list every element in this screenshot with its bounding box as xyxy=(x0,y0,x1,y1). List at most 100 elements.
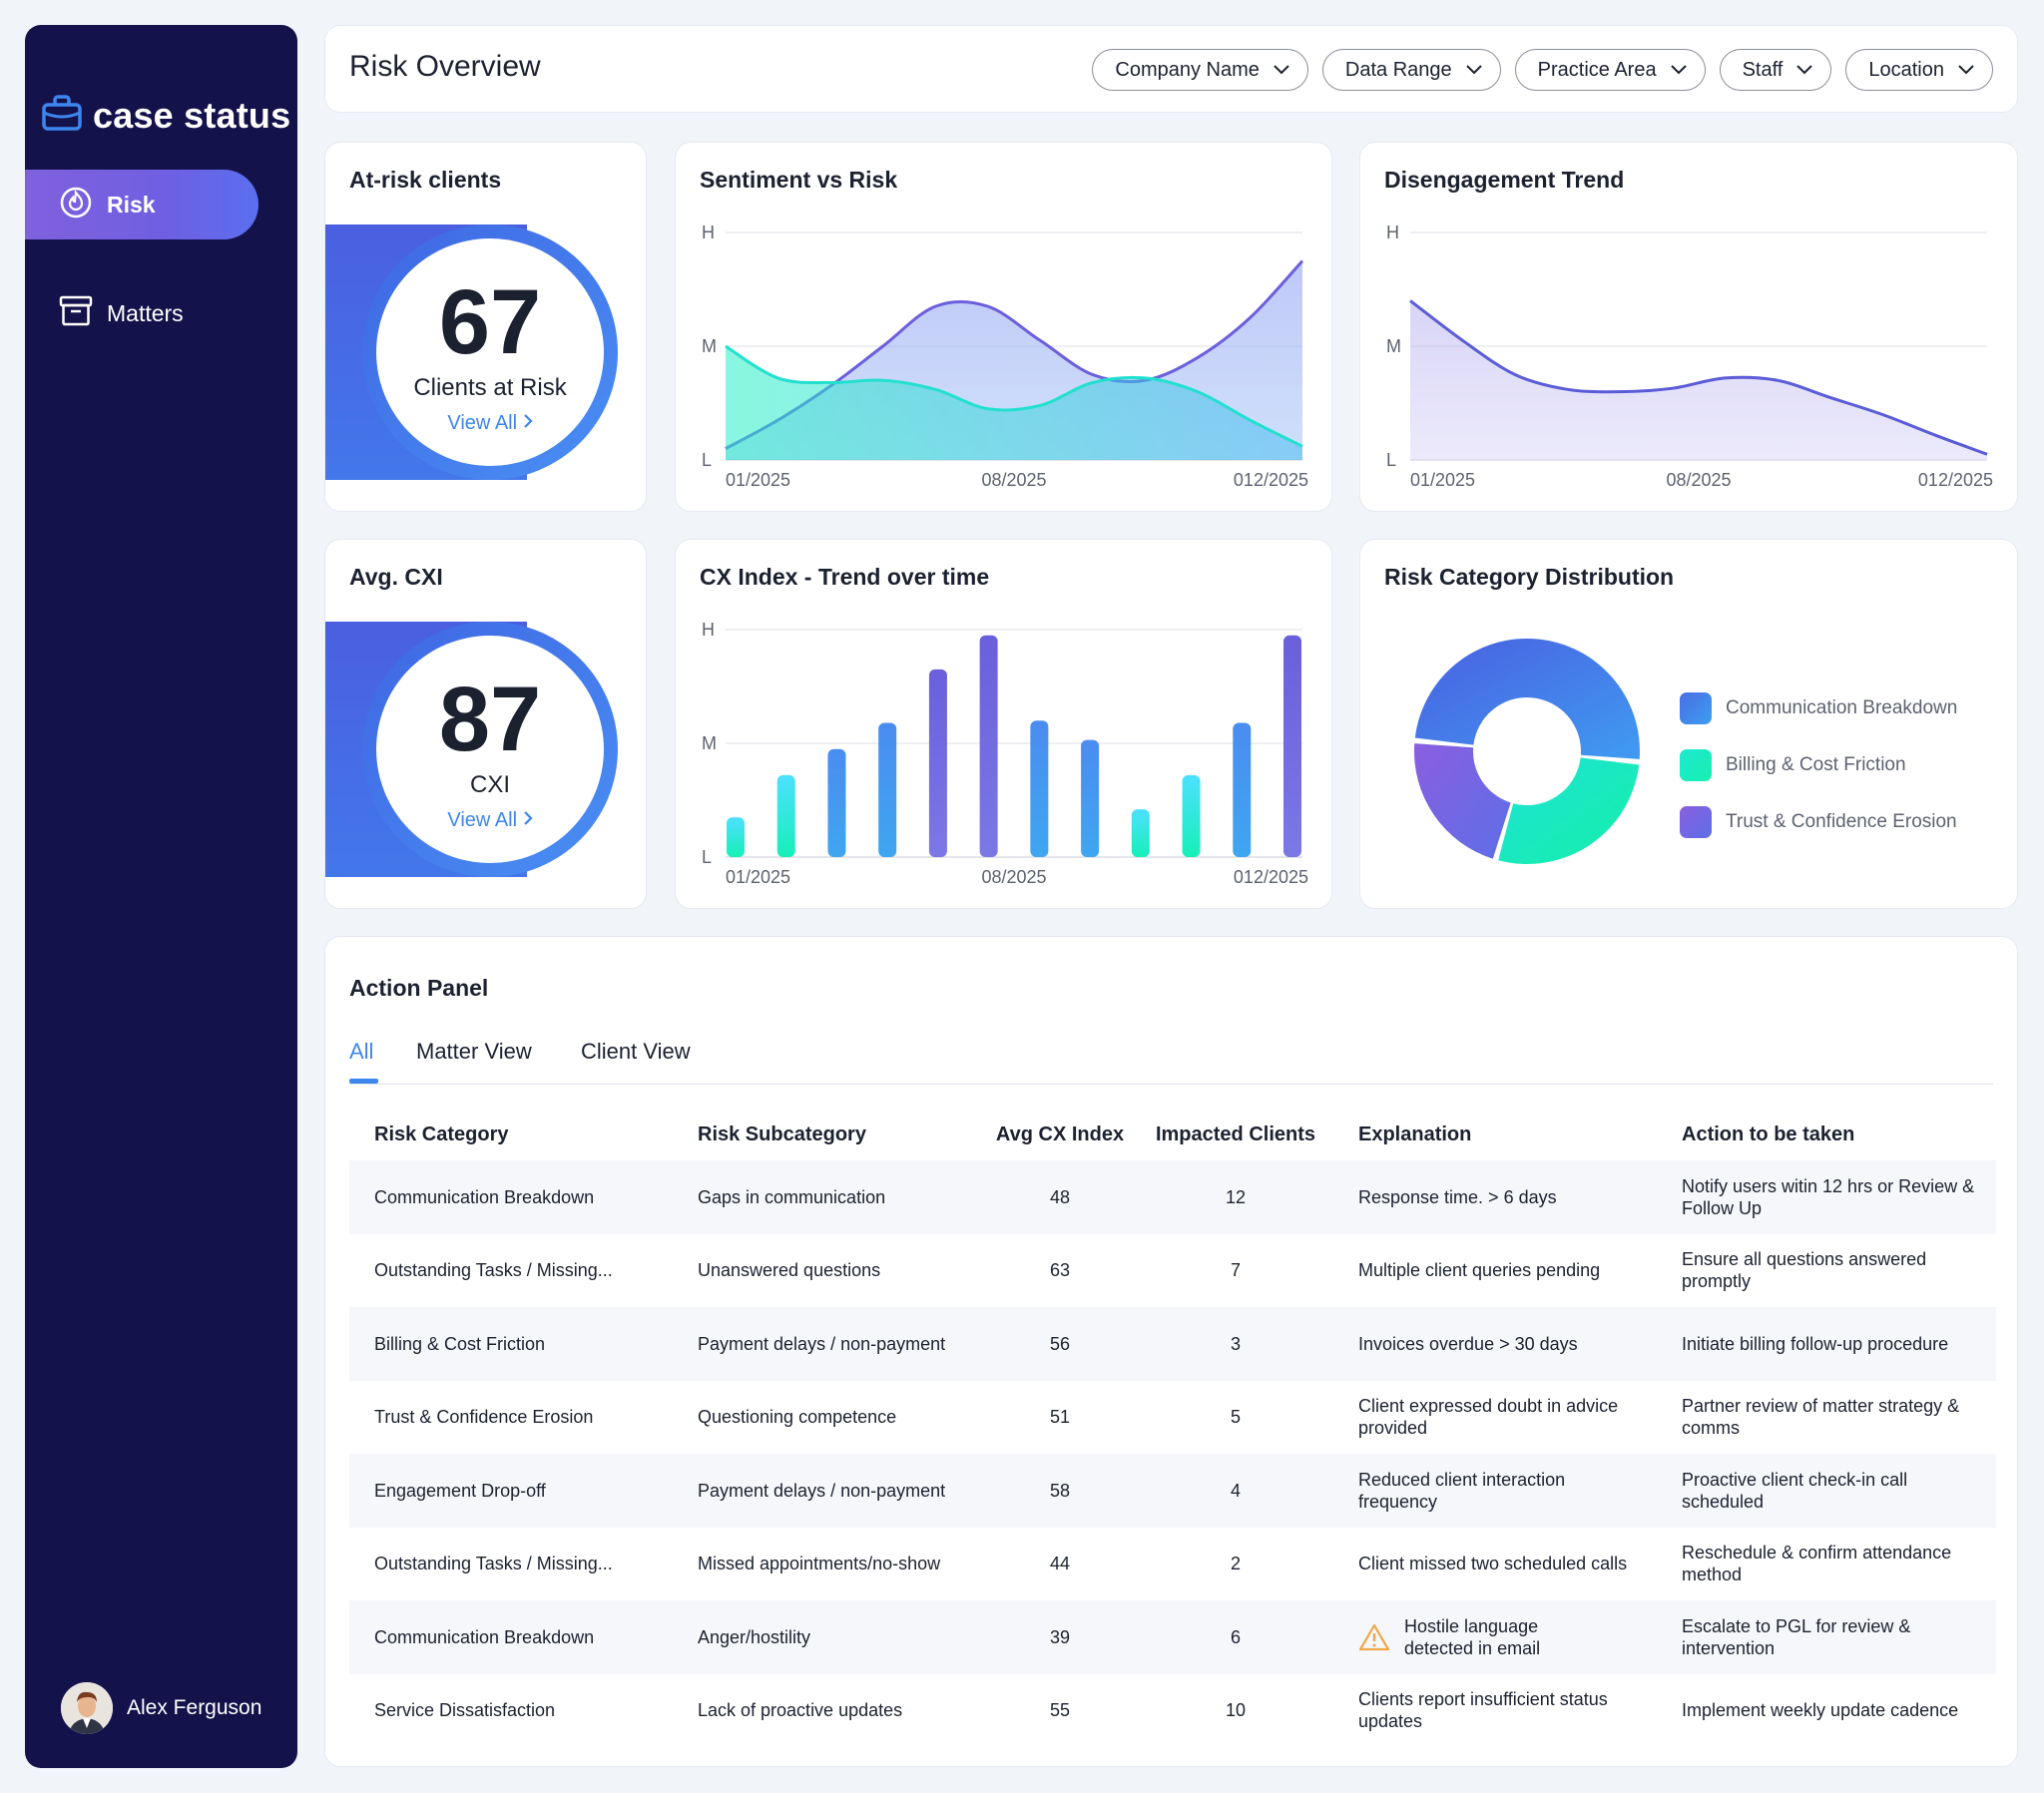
y-tick-label: L xyxy=(702,450,712,470)
table-cell: 48 xyxy=(982,1160,1138,1234)
x-tick-label: 08/2025 xyxy=(981,867,1046,887)
archive-icon xyxy=(59,293,93,333)
avatar xyxy=(61,1682,113,1734)
table-cell: Communication Breakdown xyxy=(349,1600,673,1674)
table-cell: Questioning competence xyxy=(698,1407,897,1428)
card-title: CX Index - Trend over time xyxy=(700,564,990,590)
explanation-text: Hostile language detected in email xyxy=(1404,1615,1541,1658)
column-header[interactable]: Risk Category xyxy=(374,1122,509,1145)
cx-bar xyxy=(727,817,745,857)
sentiment-vs-risk-chart: H M L 01/2025 08/2025 012/2025 xyxy=(702,223,1308,490)
flame-icon xyxy=(59,185,93,224)
page-title: Risk Overview xyxy=(349,50,541,83)
table-cell: 4 xyxy=(1138,1454,1333,1528)
filter-company-name[interactable]: Company Name xyxy=(1092,49,1308,91)
legend-swatch xyxy=(1680,691,1712,724)
cx-bar xyxy=(878,722,897,857)
active-tab-indicator xyxy=(349,1079,378,1084)
chart-legend: Communication Breakdown Billing & Cost F… xyxy=(1680,679,1957,850)
table-cell: Client missed two scheduled calls xyxy=(1358,1554,1628,1574)
table-cell: 58 xyxy=(982,1454,1138,1528)
legend-swatch xyxy=(1680,805,1712,838)
table-cell: Lack of proactive updates xyxy=(698,1700,903,1721)
table-cell: Reduced client interaction frequency xyxy=(1333,1454,1657,1528)
table-row[interactable]: Engagement Drop-off Payment delays / non-… xyxy=(349,1454,1996,1528)
column-header[interactable]: Explanation xyxy=(1358,1122,1472,1145)
sentiment-vs-risk-card: Sentiment vs Risk H M L 01/2025 08/2025 012/2… xyxy=(675,142,1332,512)
y-tick-label: H xyxy=(1386,223,1399,242)
table-row[interactable]: Outstanding Tasks / Missing... Unanswered… xyxy=(349,1234,1996,1308)
table-cell: Multiple client queries pending xyxy=(1358,1260,1601,1281)
legend-item: Trust & Confidence Erosion xyxy=(1680,793,1957,850)
tab-matter-view[interactable]: Matter View xyxy=(416,1039,532,1064)
kpi-circle: 67 Clients at Risk View All xyxy=(376,238,604,466)
action-table: Risk Category Risk Subcategory Avg CX In… xyxy=(349,1109,1996,1747)
table-cell: Outstanding Tasks / Missing... xyxy=(374,1260,613,1281)
y-tick-label: L xyxy=(702,847,712,867)
sidebar-item-matters[interactable]: Matters xyxy=(25,278,258,348)
avg-cxi-card: Avg. CXI 87 CXI View All xyxy=(324,539,647,909)
card-title: Avg. CXI xyxy=(349,564,443,590)
y-tick-label: H xyxy=(702,620,715,640)
sidebar-item-risk[interactable]: Risk xyxy=(25,170,258,239)
column-header[interactable]: Risk Subcategory xyxy=(698,1122,866,1145)
view-all-link[interactable]: View All xyxy=(376,809,604,832)
donut-slice xyxy=(1414,638,1640,759)
y-tick-label: M xyxy=(702,733,717,753)
table-row[interactable]: Communication Breakdown Gaps in communica… xyxy=(349,1160,1996,1234)
table-cell: Invoices overdue > 30 days xyxy=(1333,1307,1657,1381)
table-cell: Proactive client check-in call scheduled xyxy=(1657,1454,1996,1528)
tab-client-view[interactable]: Client View xyxy=(581,1039,691,1064)
table-row[interactable]: Trust & Confidence Erosion Questioning co… xyxy=(349,1381,1996,1455)
card-title: Risk Category Distribution xyxy=(1384,564,1675,590)
sidebar-item-label: Risk xyxy=(107,191,156,218)
filter-data-range[interactable]: Data Range xyxy=(1321,49,1501,91)
x-tick-label: 012/2025 xyxy=(1234,470,1308,490)
table-cell: Payment delays / non-payment xyxy=(673,1307,982,1381)
filter-location[interactable]: Location xyxy=(1845,49,1993,91)
table-row[interactable]: Billing & Cost Friction Payment delays / … xyxy=(349,1307,1996,1381)
cx-index-trend-chart: H M L 01/2025 08/2025 012/2025 xyxy=(702,620,1308,887)
y-tick-label: H xyxy=(702,223,715,242)
kpi-label: Clients at Risk xyxy=(413,374,567,401)
table-cell: 55 xyxy=(1049,1700,1071,1721)
filter-staff[interactable]: Staff xyxy=(1719,49,1832,91)
chevron-right-icon xyxy=(523,811,533,825)
column-header[interactable]: Action to be taken xyxy=(1682,1122,1855,1145)
table-row[interactable]: Service Dissatisfaction Lack of proactive… xyxy=(349,1674,1996,1748)
filter-practice-area[interactable]: Practice Area xyxy=(1514,49,1706,91)
logo[interactable]: case status xyxy=(41,93,290,138)
table-header-row: Risk Category Risk Subcategory Avg CX In… xyxy=(349,1109,1996,1160)
table-cell: 7 xyxy=(1230,1260,1241,1281)
table-cell: Billing & Cost Friction xyxy=(349,1307,673,1381)
action-panel: Action Panel All Matter View Client View… xyxy=(324,936,2018,1767)
tab-all[interactable]: All xyxy=(349,1039,374,1064)
risk-category-distribution-card: Risk Category Distribution Communication… xyxy=(1359,539,2018,909)
legend-item: Billing & Cost Friction xyxy=(1680,736,1957,793)
filter-label: Location xyxy=(1868,58,1944,81)
column-header[interactable]: Avg CX Index xyxy=(995,1122,1125,1145)
table-cell: Unanswered questions xyxy=(698,1260,881,1281)
table-cell: 3 xyxy=(1138,1307,1333,1381)
chevron-down-icon xyxy=(1796,65,1813,75)
table-cell: Implement weekly update cadence xyxy=(1682,1700,1959,1721)
series-line xyxy=(1409,299,1988,456)
user-name: Alex Ferguson xyxy=(127,1696,262,1719)
x-tick-label: 01/2025 xyxy=(1410,470,1475,490)
user-profile[interactable]: Alex Ferguson xyxy=(61,1682,261,1734)
y-tick-label: L xyxy=(1386,450,1396,470)
link-label: View All xyxy=(447,412,518,434)
kpi-circle: 87 CXI View All xyxy=(376,636,604,863)
cx-index-trend-card: CX Index - Trend over time H M L 01/2025 08/… xyxy=(675,539,1332,909)
x-tick-label: 08/2025 xyxy=(981,470,1046,490)
card-title: At-risk clients xyxy=(349,167,502,193)
view-all-link[interactable]: View All xyxy=(376,412,604,435)
table-row[interactable]: Outstanding Tasks / Missing... Missed app… xyxy=(349,1528,1996,1601)
chevron-right-icon xyxy=(523,414,533,428)
table-cell: 5 xyxy=(1230,1407,1241,1428)
column-header[interactable]: Impacted Clients xyxy=(1155,1122,1316,1145)
table-cell: 6 xyxy=(1138,1600,1333,1674)
header: Risk Overview Company Name Data Range Pr… xyxy=(324,25,2018,113)
table-row[interactable]: Communication Breakdown Anger/hostility 39… xyxy=(349,1600,1996,1674)
legend-label: Billing & Cost Friction xyxy=(1726,753,1906,775)
